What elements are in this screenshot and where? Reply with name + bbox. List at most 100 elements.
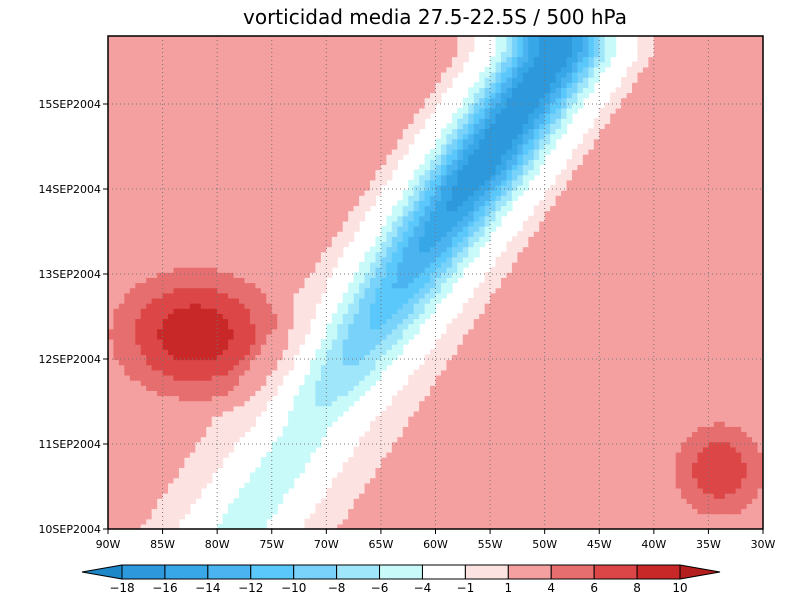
vorticity-cell (206, 395, 213, 402)
vorticity-cell (375, 508, 382, 515)
vorticity-cell (173, 513, 180, 520)
vorticity-cell (178, 441, 186, 448)
vorticity-cell (200, 328, 207, 335)
vorticity-cell (468, 313, 475, 320)
vorticity-cell (189, 421, 196, 427)
vorticity-cell (561, 410, 568, 417)
vorticity-cell (168, 493, 175, 499)
vorticity-cell (271, 303, 278, 309)
vorticity-cell (724, 297, 731, 304)
vorticity-cell (501, 421, 508, 427)
vorticity-cell (462, 364, 469, 371)
vorticity-cell (315, 297, 322, 304)
vorticity-cell (435, 292, 442, 299)
vorticity-cell (484, 313, 491, 320)
vorticity-cell (113, 426, 120, 433)
vorticity-cell (375, 349, 382, 355)
vorticity-cell (118, 385, 125, 391)
vorticity-cell (599, 359, 606, 366)
vorticity-cell (533, 446, 540, 453)
vorticity-cell (495, 349, 502, 355)
vorticity-cell (451, 487, 458, 494)
vorticity-cell (664, 308, 671, 314)
vorticity-cell (348, 482, 355, 489)
vorticity-cell (522, 451, 529, 458)
vorticity-cell (113, 323, 120, 330)
vorticity-cell (522, 308, 529, 314)
vorticity-cell (271, 359, 278, 366)
vorticity-cell (626, 400, 633, 407)
vorticity-cell (124, 374, 131, 381)
vorticity-cell (621, 405, 628, 412)
vorticity-cell (653, 349, 660, 355)
vorticity-cell (151, 518, 158, 525)
vorticity-cell (146, 436, 153, 443)
vorticity-cell (511, 508, 518, 515)
vorticity-cell (173, 380, 180, 386)
vorticity-cell (118, 493, 125, 499)
vorticity-cell (462, 328, 469, 335)
vorticity-cell (118, 313, 125, 320)
vorticity-cell (501, 380, 508, 386)
vorticity-cell (118, 400, 125, 407)
vorticity-cell (255, 503, 262, 510)
vorticity-cell (615, 313, 622, 320)
vorticity-cell (249, 385, 256, 391)
vorticity-cell (239, 344, 246, 350)
vorticity-cell (593, 421, 600, 427)
vorticity-cell (626, 333, 633, 340)
vorticity-cell (648, 513, 655, 520)
vorticity-cell (266, 462, 273, 468)
vorticity-cell (184, 477, 191, 484)
vorticity-cell (217, 359, 224, 366)
vorticity-cell (517, 462, 524, 468)
vorticity-cell (288, 477, 295, 484)
vorticity-cell (200, 477, 207, 484)
vorticity-cell (189, 349, 196, 355)
vorticity-cell (304, 318, 311, 325)
vorticity-cell (446, 518, 453, 525)
vorticity-cell (386, 313, 393, 320)
vorticity-cell (386, 323, 393, 330)
vorticity-cell (413, 451, 420, 458)
vorticity-cell (626, 487, 633, 494)
vorticity-cell (539, 446, 546, 453)
vorticity-cell (473, 374, 480, 381)
vorticity-cell (233, 416, 240, 422)
vorticity-cell (610, 493, 617, 499)
vorticity-cell (129, 333, 136, 340)
vorticity-cell (140, 292, 147, 299)
vorticity-cell (293, 328, 300, 335)
vorticity-cell (522, 405, 529, 412)
vorticity-cell (440, 518, 448, 525)
vorticity-cell (468, 421, 475, 427)
vorticity-cell (566, 523, 573, 529)
vorticity-cell (632, 436, 639, 443)
vorticity-cell (757, 405, 763, 412)
vorticity-cell (468, 477, 475, 484)
vorticity-cell (435, 498, 442, 504)
vorticity-cell (544, 333, 551, 340)
vorticity-cell (386, 487, 393, 494)
vorticity-cell (615, 523, 622, 529)
vorticity-cell (380, 318, 387, 325)
vorticity-cell (517, 395, 524, 402)
vorticity-cell (517, 385, 524, 391)
vorticity-cell (561, 308, 568, 314)
vorticity-cell (648, 462, 655, 468)
vorticity-cell (528, 498, 535, 504)
vorticity-cell (637, 421, 644, 427)
vorticity-cell (741, 467, 748, 474)
vorticity-cell (419, 426, 426, 433)
vorticity-cell (178, 400, 186, 407)
vorticity-cell (184, 313, 191, 320)
vorticity-cell (146, 508, 153, 515)
vorticity-cell (561, 467, 568, 474)
vorticity-cell (124, 297, 131, 304)
vorticity-cell (735, 333, 742, 340)
vorticity-cell (108, 451, 115, 458)
vorticity-cell (632, 308, 639, 314)
vorticity-cell (440, 364, 448, 371)
vorticity-cell (659, 457, 666, 463)
vorticity-cell (113, 487, 120, 494)
